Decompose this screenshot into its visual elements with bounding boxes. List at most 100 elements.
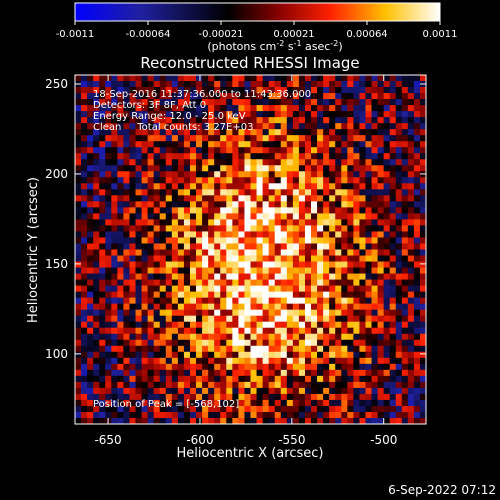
heatmap-cell [129, 375, 137, 383]
heatmap-cell [365, 411, 373, 419]
heatmap-cell [298, 405, 306, 413]
heatmap-cell [244, 339, 252, 347]
heatmap-cell [286, 321, 294, 329]
heatmap-cell [353, 147, 361, 154]
heatmap-cell [153, 357, 161, 365]
heatmap-cell [413, 177, 421, 184]
heatmap-cell [147, 417, 155, 424]
heatmap-cell [244, 267, 252, 275]
heatmap-cell [196, 123, 203, 130]
heatmap-cell [413, 273, 421, 281]
heatmap-cell [99, 141, 106, 148]
heatmap-cell [141, 189, 149, 196]
heatmap-cell [353, 255, 361, 263]
heatmap-cell [317, 159, 324, 166]
heatmap-cell [93, 243, 100, 251]
heatmap-cell [75, 303, 82, 311]
heatmap-cell [280, 111, 288, 118]
heatmap-cell [129, 405, 137, 413]
heatmap-cell [105, 225, 112, 233]
heatmap-cell [226, 141, 233, 148]
heatmap-cell [353, 405, 361, 413]
heatmap-cell [141, 195, 149, 202]
heatmap-cell [323, 255, 330, 263]
heatmap-cell [329, 279, 336, 287]
heatmap-cell [111, 411, 118, 419]
heatmap-cell [220, 87, 227, 94]
heatmap-cell [117, 135, 125, 142]
heatmap-cell [244, 399, 252, 407]
heatmap-cell [304, 231, 312, 239]
heatmap-cell [183, 279, 191, 287]
heatmap-cell [87, 273, 94, 281]
heatmap-cell [232, 201, 239, 208]
heatmap-cell [226, 171, 233, 178]
x-axis: -650 -600 -550 -500 [94, 75, 397, 447]
heatmap-cell [189, 279, 197, 287]
heatmap-cell [177, 183, 185, 190]
heatmap-cell [226, 153, 233, 160]
heatmap-cell [214, 357, 221, 365]
heatmap-cell [196, 291, 203, 299]
heatmap-cell [280, 237, 288, 245]
heatmap-cell [208, 261, 215, 269]
heatmap-cell [353, 183, 361, 190]
heatmap-cell [286, 267, 294, 275]
heatmap-cell [377, 207, 385, 214]
heatmap-cell [280, 303, 288, 311]
heatmap-cell [407, 267, 415, 275]
heatmap-cell [286, 87, 294, 94]
heatmap-cell [244, 405, 252, 413]
heatmap-cell [359, 243, 367, 251]
heatmap-cell [304, 255, 312, 263]
heatmap-cell [353, 321, 361, 329]
heatmap-cell [189, 345, 197, 353]
heatmap-cell [256, 81, 264, 88]
heatmap-cell [105, 147, 112, 154]
heatmap-cell [177, 273, 185, 281]
heatmap-cell [75, 273, 82, 281]
heatmap-cell [87, 405, 94, 413]
heatmap-cell [341, 321, 348, 329]
heatmap-cell [317, 279, 324, 287]
heatmap-cell [214, 255, 221, 263]
heatmap-cell [111, 315, 118, 323]
heatmap-cell [202, 129, 209, 136]
heatmap-cell [250, 315, 258, 323]
heatmap-cell [177, 177, 185, 184]
heatmap-cell [93, 237, 100, 245]
heatmap-cell [262, 153, 270, 160]
heatmap-cell [87, 207, 94, 214]
heatmap-cell [395, 135, 403, 142]
heatmap-cell [329, 75, 336, 82]
heatmap-cell [311, 117, 318, 124]
heatmap-cell [262, 333, 270, 341]
heatmap-cell [183, 273, 191, 281]
heatmap-cell [165, 309, 173, 317]
heatmap-cell [298, 171, 306, 178]
heatmap-cell [341, 369, 348, 377]
heatmap-cell [171, 393, 179, 401]
heatmap-cell [268, 129, 276, 136]
heatmap-cell [280, 159, 288, 166]
heatmap-cell [226, 369, 233, 377]
heatmap-cell [129, 267, 137, 275]
heatmap-cell [165, 339, 173, 347]
heatmap-cell [135, 417, 143, 424]
heatmap-cell [153, 285, 161, 293]
heatmap-cell [202, 369, 209, 377]
heatmap-cell [335, 393, 342, 401]
heatmap-cell [317, 219, 324, 227]
heatmap-cell [111, 141, 118, 148]
heatmap-cell [196, 261, 203, 269]
heatmap-cell [347, 99, 354, 106]
heatmap-cell [365, 303, 373, 311]
heatmap-cell [377, 213, 385, 221]
heatmap-cell [147, 117, 155, 124]
heatmap-cell [377, 375, 385, 383]
heatmap-cell [135, 375, 143, 383]
heatmap-cell [153, 159, 161, 166]
heatmap-cell [419, 219, 426, 227]
heatmap-cell [183, 309, 191, 317]
heatmap-cell [232, 357, 239, 365]
